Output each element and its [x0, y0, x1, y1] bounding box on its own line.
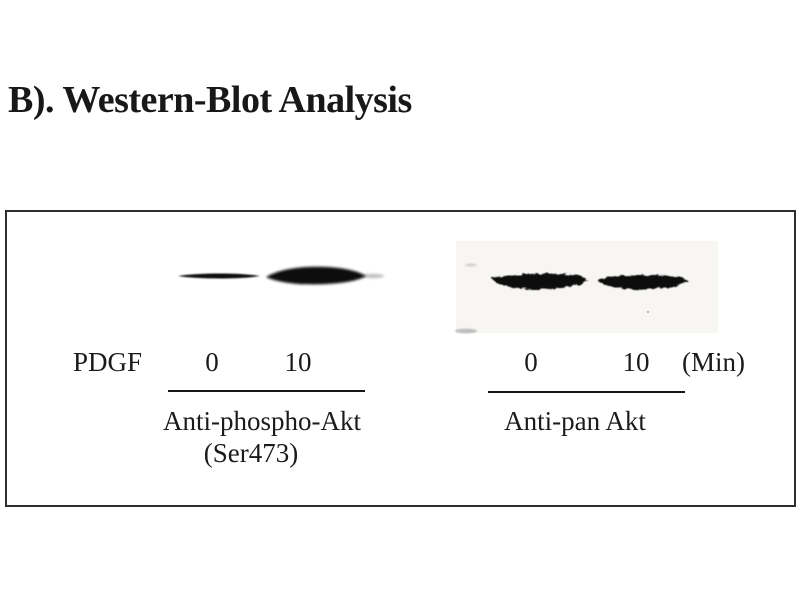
- antibody-label-pan: Anti-pan Akt: [504, 406, 646, 436]
- panel-underline-pan: [488, 391, 685, 393]
- lane-label-phospho-10min: 10: [284, 347, 312, 377]
- lane-label-pan-0min: 0: [524, 347, 538, 377]
- figure-title: B). Western-Blot Analysis: [8, 79, 412, 121]
- panel-underline-phospho: [168, 390, 365, 392]
- unit-label: (Min): [682, 347, 745, 377]
- lane-label-pan-10min: 10: [622, 347, 650, 377]
- lane-label-phospho-0min: 0: [205, 347, 219, 377]
- treatment-label: PDGF: [73, 347, 143, 377]
- antibody-label-phospho-detail: (Ser473): [203, 438, 299, 468]
- antibody-label-phospho: Anti-phospho-Akt: [163, 406, 361, 436]
- scan-area-pan-akt: [456, 241, 718, 333]
